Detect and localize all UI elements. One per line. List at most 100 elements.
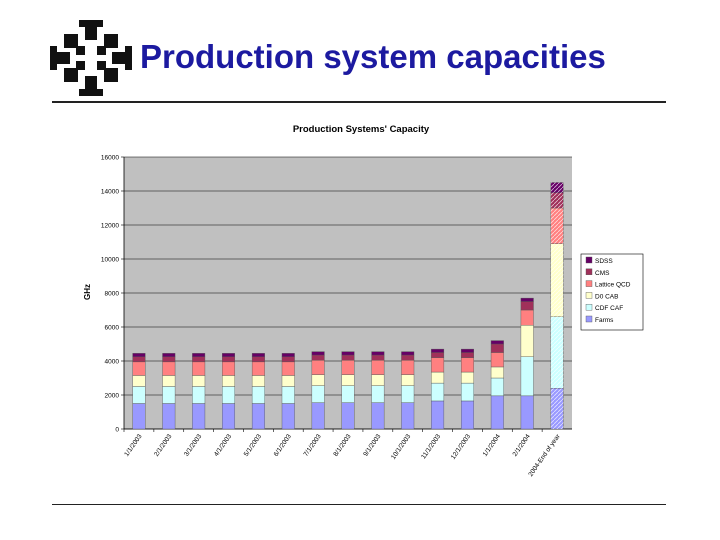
bar-segment-farms: [431, 400, 445, 430]
bar-segment-lattice-qcd: [192, 361, 206, 376]
legend-label: CMS: [595, 270, 610, 277]
bar-segment-d0-cab: [401, 374, 415, 386]
bar-segment-cms: [192, 356, 206, 363]
bar-segment-sdss: [162, 353, 176, 357]
y-tick-label: 16000: [101, 155, 119, 162]
projection-hatch: [550, 192, 564, 208]
x-tick-labels: 1/1/2003 2/1/2003 3/1/2003 4/1/2003 5/1/2003…: [123, 432, 562, 478]
x-tick-label: 5/1/2003: [243, 433, 263, 458]
y-tick-label: 6000: [105, 325, 120, 332]
bar-segment-cdf-caf: [281, 386, 295, 404]
bar-segment-lattice-qcd: [132, 361, 146, 376]
bar-segment-sdss: [431, 348, 445, 353]
top-divider: [52, 101, 666, 103]
bar-segment-lattice-qcd: [311, 359, 325, 375]
bar-segment-d0-cab: [431, 371, 445, 384]
bar-segment-d0-cab: [371, 374, 385, 386]
legend-label: CDF CAF: [595, 305, 623, 312]
bar-segment-cms: [311, 354, 325, 361]
bar-segment-sdss: [192, 353, 206, 357]
bar-segment-lattice-qcd: [371, 359, 385, 375]
bar-segment-d0-cab: [192, 375, 206, 387]
bar-segment-cms: [132, 356, 146, 363]
bar-segment-sdss: [311, 351, 325, 356]
bar-segment-cdf-caf: [460, 382, 474, 402]
bar-stacks: [132, 182, 564, 430]
bar-segment-cms: [281, 356, 295, 363]
legend-swatch: [585, 268, 593, 276]
bar-segment-d0-cab: [490, 366, 504, 379]
bar-segment-cdf-caf: [401, 385, 415, 403]
legend: SDSS CMS Lattice QCD D0 CAB CDF CAF Farms: [580, 253, 644, 331]
bar-segment-farms: [132, 403, 146, 430]
legend-swatch: [585, 280, 593, 287]
bar-segment-sdss: [251, 353, 265, 357]
legend-label: Farms: [595, 317, 614, 324]
bar-segment-lattice-qcd: [520, 309, 534, 326]
x-tick-label: 3/1/2003: [183, 433, 203, 458]
y-tick-label: 0: [115, 427, 119, 434]
bar-segment-farms: [222, 403, 236, 430]
projection-hatch: [550, 182, 564, 193]
projection-hatch: [550, 208, 564, 244]
legend-label: Lattice QCD: [595, 282, 631, 289]
y-tick-labels: 0 2000 4000 6000 8000 10000 12000 14000 16000: [101, 155, 119, 434]
chart-title: Production Systems' Capacity: [293, 124, 430, 135]
bar-segment-lattice-qcd: [431, 357, 445, 373]
bar-segment-cms: [490, 343, 504, 353]
bar-segment-cdf-caf: [251, 386, 265, 404]
bar-segment-farms: [192, 403, 206, 430]
legend-swatch: [585, 315, 593, 323]
x-tick-label: 10/1/2003: [390, 433, 413, 461]
bar-segment-cdf-caf: [132, 386, 146, 404]
y-tick-label: 10000: [101, 257, 119, 264]
legend-label: SDSS: [595, 258, 613, 265]
bar-segment-d0-cab: [281, 375, 295, 387]
bar-segment-sdss: [222, 353, 236, 357]
bar-segment-farms: [490, 395, 504, 430]
legend-label: D0 CAB: [595, 293, 618, 300]
bar-segment-cdf-caf: [520, 356, 534, 397]
bar-segment-farms: [460, 400, 474, 430]
bar-segment-cms: [341, 354, 355, 361]
bar-segment-d0-cab: [341, 374, 355, 386]
x-tick-label: 2/1/2003: [153, 433, 173, 458]
bar-segment-farms: [401, 402, 415, 430]
x-tick-label: 1/1/2004: [482, 433, 502, 458]
legend-swatch: [585, 303, 593, 311]
bar-segment-cms: [222, 356, 236, 363]
bar-segment-d0-cab: [222, 375, 236, 387]
bar-segment-sdss: [341, 351, 355, 356]
bar-segment-farms: [341, 402, 355, 430]
bar-segment-cdf-caf: [371, 385, 385, 403]
y-tick-label: 8000: [105, 291, 120, 298]
y-tick-label: 14000: [101, 189, 119, 196]
bar-segment-cms: [162, 356, 176, 363]
bar-segment-cms: [460, 352, 474, 358]
bar-segment-cdf-caf: [162, 386, 176, 404]
bar-segment-sdss: [371, 351, 385, 356]
x-tick-label: 2004-End of year: [527, 432, 562, 478]
projection-hatch: [550, 388, 564, 429]
bar-segment-cdf-caf: [222, 386, 236, 404]
bar-segment-lattice-qcd: [162, 361, 176, 376]
bar-segment-lattice-qcd: [401, 359, 415, 375]
bar-segment-lattice-qcd: [251, 361, 265, 376]
bar-segment-cdf-caf: [490, 377, 504, 397]
bar-segment-lattice-qcd: [281, 361, 295, 376]
bar-segment-cms: [520, 301, 534, 311]
bottom-divider: [52, 504, 666, 505]
bar-segment-lattice-qcd: [222, 361, 236, 376]
bar-segment-sdss: [401, 351, 415, 356]
bar-segment-d0-cab: [251, 375, 265, 387]
bar-segment-farms: [311, 402, 325, 430]
x-tick-label: 1/1/2003: [123, 433, 143, 458]
bar-segment-d0-cab: [520, 325, 534, 357]
bar-segment-d0-cab: [132, 375, 146, 387]
bar-segment-cdf-caf: [192, 386, 206, 404]
y-axis-label: GHz: [83, 284, 92, 300]
bar-segment-cms: [431, 352, 445, 358]
bar-segment-d0-cab: [311, 374, 325, 386]
x-tick-label: 4/1/2003: [213, 433, 233, 458]
bar-segment-d0-cab: [460, 371, 474, 384]
